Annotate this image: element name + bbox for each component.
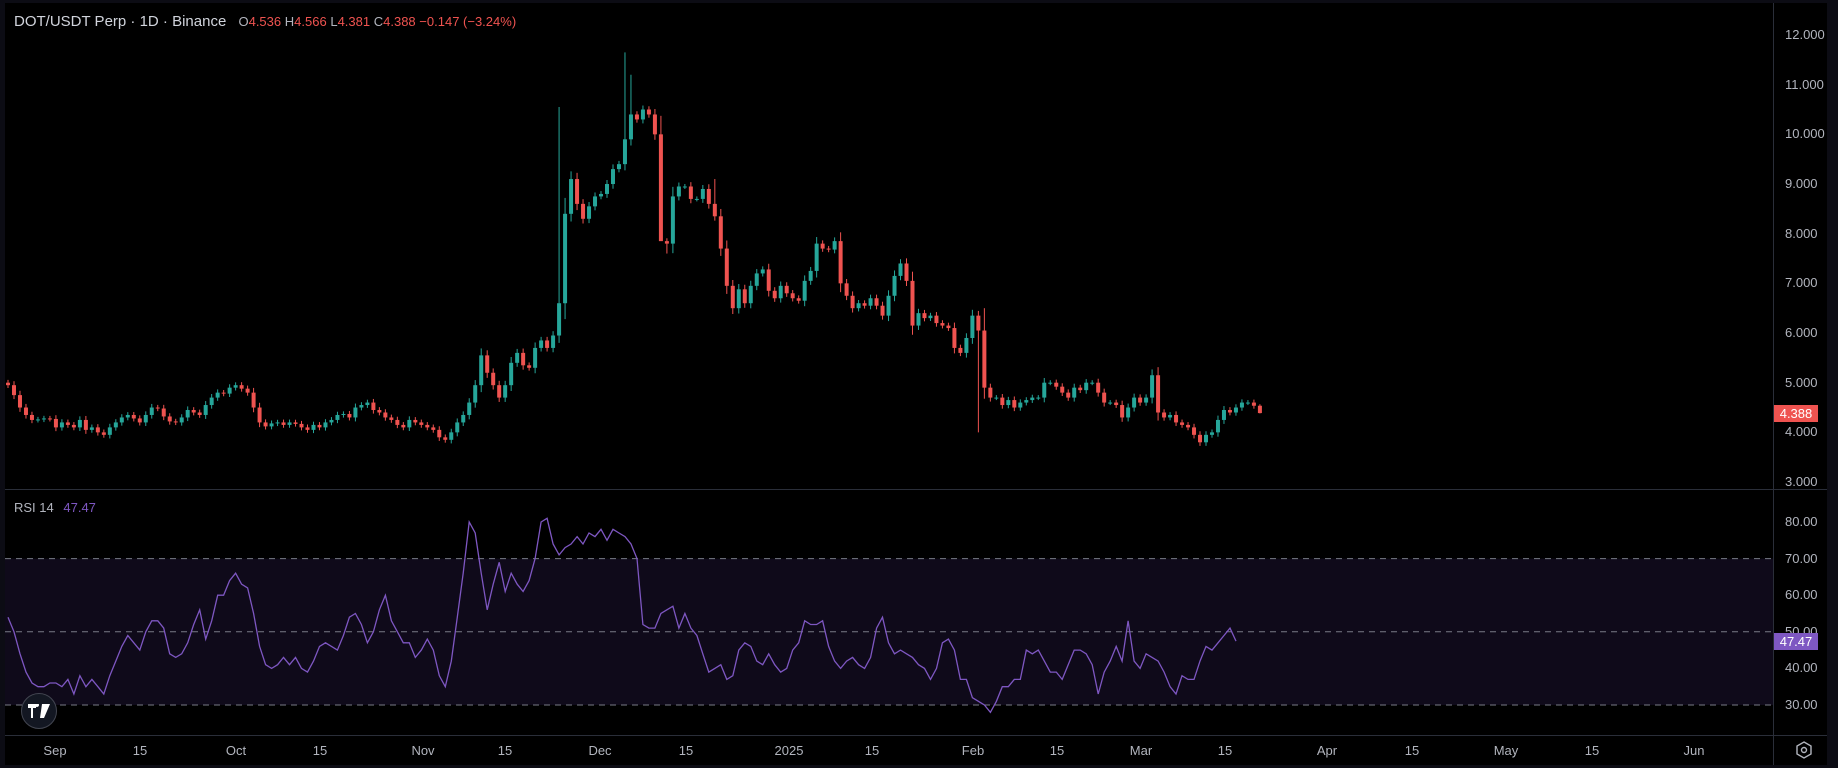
time-tick-label: 15 <box>132 743 148 758</box>
price-axis-separator <box>1773 3 1774 765</box>
time-tick-label: 15 <box>864 743 880 758</box>
open-label: O <box>238 14 249 29</box>
time-axis-separator <box>5 735 1827 736</box>
symbol-legend: DOT/USDT Perp · 1D · Binance O4.536 H4.5… <box>14 13 516 30</box>
rsi-pane[interactable]: RSI 14 47.47 <box>5 490 1773 735</box>
time-tick-label: Apr <box>1316 743 1338 758</box>
rsi-title[interactable]: RSI 14 <box>14 500 54 515</box>
time-tick-label: Mar <box>1129 743 1153 758</box>
rsi-current-tag: 47.47 <box>1774 633 1818 651</box>
low-label: L <box>330 14 338 29</box>
time-tick-label: Nov <box>411 743 435 758</box>
pane-separator[interactable] <box>5 489 1827 490</box>
time-tick-label: Sep <box>43 743 67 758</box>
rsi-tick-label: 60.00 <box>1785 587 1818 603</box>
time-tick-label: 15 <box>1404 743 1420 758</box>
low-value: 4.381 <box>337 14 371 29</box>
close-label: C <box>373 14 384 29</box>
price-pane[interactable]: DOT/USDT Perp · 1D · Binance O4.536 H4.5… <box>5 3 1773 489</box>
price-tick-label: 6.000 <box>1785 325 1818 341</box>
open-value: 4.536 <box>248 14 282 29</box>
current-price-tag: 4.388 <box>1774 405 1818 423</box>
price-tick-label: 9.000 <box>1785 176 1818 191</box>
price-tick-label: 8.000 <box>1785 225 1818 241</box>
rsi-tick-label: 30.00 <box>1785 697 1818 712</box>
rsi-tick-label: 80.00 <box>1785 514 1818 529</box>
change-value: −0.147 (−3.24%) <box>419 14 517 29</box>
tradingview-logo-icon <box>28 704 50 718</box>
close-value: 4.388 <box>383 14 416 29</box>
price-tick-label: 10.000 <box>1785 126 1825 142</box>
time-tick-label: 15 <box>678 743 694 758</box>
time-tick-label: 2025 <box>774 743 804 758</box>
rsi-legend: RSI 14 47.47 <box>14 500 96 515</box>
rsi-tick-label: 40.00 <box>1785 660 1818 676</box>
rsi-chart <box>5 517 1773 714</box>
tradingview-logo[interactable] <box>21 693 57 729</box>
time-axis[interactable]: Sep 15 Oct 15 Nov 15 Dec 15 2025 15 Feb 15 Mar 15 Apr 1… <box>5 735 1773 765</box>
time-tick-label: 15 <box>497 743 513 758</box>
time-tick-label: Oct <box>225 743 247 758</box>
time-tick-label: May <box>1493 743 1519 758</box>
chart-area[interactable]: DOT/USDT Perp · 1D · Binance O4.536 H4.5… <box>5 3 1827 765</box>
ohlc-values: O4.536 H4.566 L4.381 C4.388 −0.147 (−3.2… <box>238 14 516 29</box>
candlestick-chart <box>6 52 1262 446</box>
time-tick-label: 15 <box>1584 743 1600 758</box>
time-tick-label: 15 <box>312 743 328 758</box>
price-tick-label: 3.000 <box>1785 474 1818 490</box>
time-tick-label: Jun <box>1683 743 1705 758</box>
price-tick-label: 5.000 <box>1785 374 1818 390</box>
high-label: H <box>284 14 295 29</box>
time-tick-label: Dec <box>588 743 612 758</box>
time-tick-label: Feb <box>961 743 985 758</box>
settings-gear-icon[interactable] <box>1793 739 1815 761</box>
rsi-value: 47.47 <box>63 500 96 515</box>
rsi-tick-label: 70.00 <box>1785 550 1818 566</box>
price-tick-label: 4.000 <box>1785 424 1818 440</box>
price-tick-label: 11.000 <box>1785 76 1824 92</box>
price-tick-label: 12.000 <box>1785 27 1825 42</box>
symbol-title[interactable]: DOT/USDT Perp · 1D · Binance <box>14 13 227 30</box>
high-value: 4.566 <box>294 14 327 29</box>
time-tick-label: 15 <box>1049 743 1065 758</box>
time-tick-label: 15 <box>1217 743 1233 758</box>
price-tick-label: 7.000 <box>1785 275 1818 291</box>
